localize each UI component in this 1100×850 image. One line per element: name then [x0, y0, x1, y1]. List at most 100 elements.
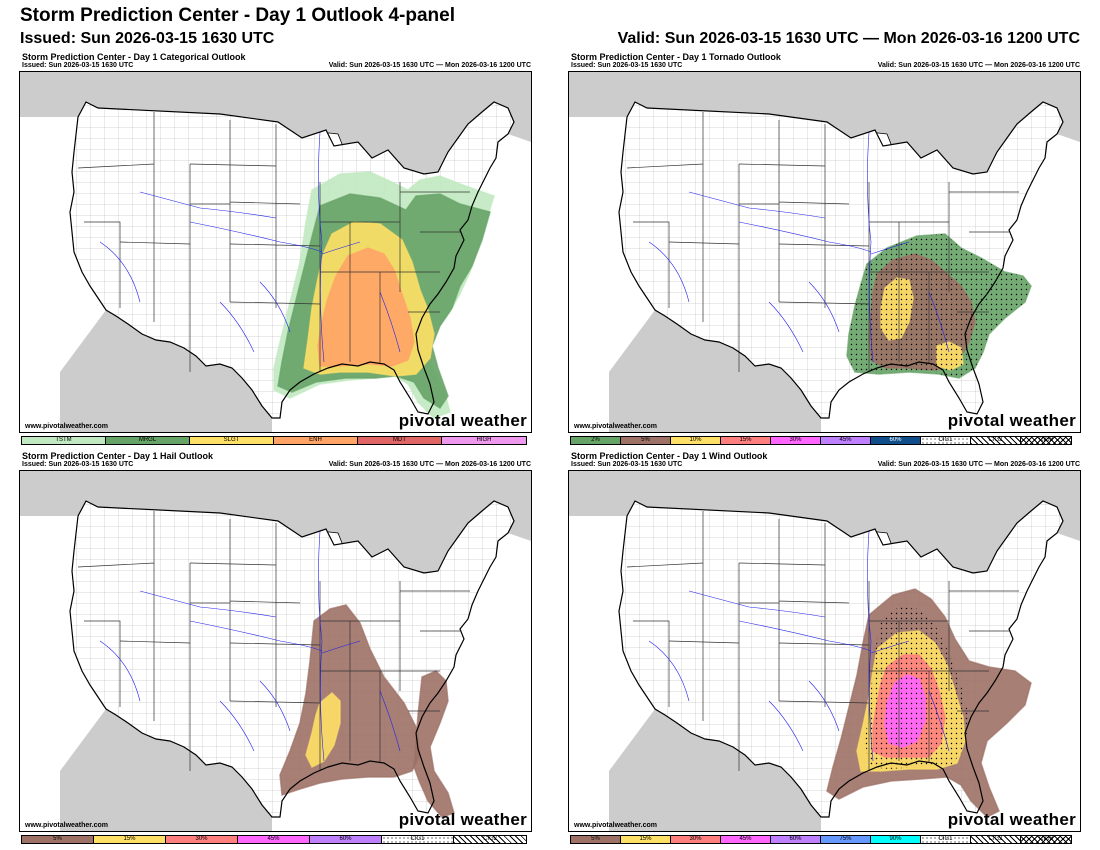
- panel-valid: Valid: Sun 2026-03-15 1630 UTC — Mon 202…: [328, 461, 531, 468]
- state-border: [77, 511, 191, 771]
- mexico-land: [609, 709, 821, 831]
- legend-item: 60%: [310, 836, 382, 843]
- panel-title: Storm Prediction Center - Day 1 Categori…: [22, 52, 246, 62]
- river: [318, 530, 325, 762]
- river: [379, 291, 401, 353]
- map-canvas[interactable]: www.pivotalweather.com pivotal weather: [568, 71, 1081, 433]
- river: [808, 281, 840, 333]
- river: [259, 281, 291, 333]
- legend-item: CIG2: [971, 437, 1021, 444]
- legend-item: SLGT: [190, 437, 274, 444]
- legend-item: CIG1: [382, 836, 454, 843]
- legend-item: MDT: [358, 437, 442, 444]
- river: [738, 221, 872, 253]
- legend-item: 2%: [571, 437, 621, 444]
- state-border: [868, 182, 989, 372]
- hail-5pct-area-coast: [413, 670, 455, 818]
- legend-item: ENH: [274, 437, 358, 444]
- canada-land: [569, 471, 1080, 573]
- canada-land: [20, 72, 531, 174]
- brand-logo: pivotal weather: [947, 411, 1076, 430]
- river: [808, 680, 840, 732]
- legend-item: 60%: [871, 437, 921, 444]
- legend-item: TSTM: [22, 437, 106, 444]
- river: [189, 221, 323, 253]
- legend-item: 10%: [671, 437, 721, 444]
- panel-valid: Valid: Sun 2026-03-15 1630 UTC — Mon 202…: [877, 62, 1080, 69]
- maritime-land: [1057, 491, 1080, 541]
- maritime-land: [508, 491, 531, 541]
- legend-item: CIG1: [921, 437, 971, 444]
- river: [139, 191, 277, 219]
- map-canvas[interactable]: www.pivotalweather.com pivotal weather: [19, 71, 532, 433]
- river: [99, 640, 141, 702]
- brand-logo: pivotal weather: [398, 810, 527, 829]
- legend-item: HIGH: [442, 437, 526, 444]
- legend-item: CIG2: [971, 836, 1021, 843]
- us-map: [569, 72, 1080, 432]
- state-border: [738, 124, 870, 308]
- river: [189, 620, 323, 652]
- state-border: [77, 112, 191, 372]
- state-border: [399, 581, 470, 712]
- river: [867, 530, 874, 762]
- legend: 5% 15% 30% 45% 60% CIG1 CIG2: [21, 835, 527, 844]
- panel-issued: Issued: Sun 2026-03-15 1630 UTC: [571, 62, 683, 69]
- us-map: [20, 471, 531, 831]
- watermark-url: www.pivotalweather.com: [574, 423, 657, 430]
- issued-line: Issued: Sun 2026-03-15 1630 UTC: [20, 30, 275, 47]
- legend-item: 60%: [771, 836, 821, 843]
- watermark-url: www.pivotalweather.com: [25, 423, 108, 430]
- river: [259, 680, 291, 732]
- river: [928, 291, 950, 353]
- maritime-land: [1057, 92, 1080, 142]
- river: [321, 640, 361, 654]
- state-border: [633, 519, 850, 721]
- state-border: [319, 182, 440, 372]
- panel-wind: Storm Prediction Center - Day 1 Wind Out…: [568, 449, 1081, 846]
- mexico-land: [60, 709, 272, 831]
- map-canvas[interactable]: www.pivotalweather.com pivotal weather: [568, 470, 1081, 832]
- enh-area: [317, 247, 415, 367]
- legend-item: 30%: [166, 836, 238, 843]
- legend-item: CIG3: [1021, 437, 1071, 444]
- legend-item: 30%: [671, 836, 721, 843]
- river: [379, 690, 401, 752]
- us-map: [20, 72, 531, 432]
- state-border: [189, 124, 321, 308]
- river: [870, 640, 910, 654]
- panel-valid: Valid: Sun 2026-03-15 1630 UTC — Mon 202…: [328, 62, 531, 69]
- conus-outline: [618, 500, 1064, 818]
- river: [928, 690, 950, 752]
- mexico-land: [609, 310, 821, 432]
- state-border: [868, 581, 989, 771]
- legend-item: 5%: [621, 437, 671, 444]
- state-border: [626, 511, 740, 771]
- river: [219, 700, 255, 752]
- river: [768, 700, 804, 752]
- maritime-land: [508, 92, 531, 142]
- legend-item: 90%: [871, 836, 921, 843]
- legend-item: 15%: [94, 836, 166, 843]
- legend-item: 15%: [621, 836, 671, 843]
- panel-title: Storm Prediction Center - Day 1 Tornado …: [571, 52, 781, 62]
- state-border: [319, 581, 440, 771]
- panel-title: Storm Prediction Center - Day 1 Wind Out…: [571, 451, 768, 461]
- river: [139, 590, 277, 618]
- panel-title: Storm Prediction Center - Day 1 Hail Out…: [22, 451, 214, 461]
- legend-item: 30%: [771, 437, 821, 444]
- conus-outline: [69, 101, 515, 419]
- river: [768, 301, 804, 353]
- state-border: [626, 112, 740, 372]
- brand-logo: pivotal weather: [947, 810, 1076, 829]
- brand-logo: pivotal weather: [398, 411, 527, 430]
- panel-issued: Issued: Sun 2026-03-15 1630 UTC: [22, 461, 134, 468]
- panel-tornado: Storm Prediction Center - Day 1 Tornado …: [568, 50, 1081, 447]
- legend-item: 5%: [571, 836, 621, 843]
- river: [867, 131, 874, 363]
- watermark-url: www.pivotalweather.com: [25, 822, 108, 829]
- panel-hail: Storm Prediction Center - Day 1 Hail Out…: [19, 449, 532, 846]
- canada-land: [569, 72, 1080, 174]
- map-canvas[interactable]: www.pivotalweather.com pivotal weather: [19, 470, 532, 832]
- legend-item: MRGL: [106, 437, 190, 444]
